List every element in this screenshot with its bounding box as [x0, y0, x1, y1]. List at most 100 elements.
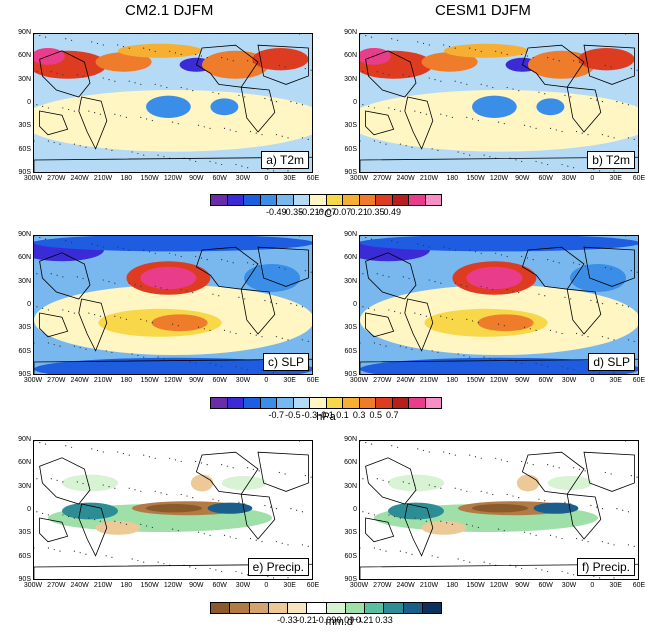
significance-stipple	[434, 79, 436, 81]
significance-stipple	[114, 487, 116, 489]
significance-stipple	[480, 50, 482, 52]
anomaly-contour	[146, 95, 191, 118]
significance-stipple	[362, 478, 364, 480]
anomaly-contour	[578, 48, 635, 71]
significance-stipple	[47, 107, 50, 109]
significance-stipple	[226, 465, 229, 467]
significance-stipple	[301, 306, 304, 308]
colorbar-cell	[376, 195, 393, 205]
lat-tick-label: 60N	[18, 459, 31, 467]
significance-stipple	[157, 561, 159, 563]
significance-stipple	[610, 268, 612, 270]
significance-stipple	[53, 141, 55, 144]
significance-stipple	[440, 315, 442, 317]
panel-label: e) Precip.	[247, 558, 309, 576]
significance-stipple	[360, 342, 361, 344]
significance-stipple	[547, 258, 549, 261]
significance-stipple	[235, 537, 237, 540]
colorbar-tick-label: 0.07	[333, 207, 352, 217]
significance-stipple	[622, 304, 624, 306]
significance-stipple	[59, 550, 61, 552]
significance-stipple	[76, 481, 78, 483]
significance-stipple	[221, 56, 223, 59]
lat-tick-label: 30N	[344, 277, 357, 285]
significance-stipple	[301, 544, 304, 546]
significance-stipple	[252, 61, 254, 63]
significance-stipple	[587, 134, 589, 136]
anomaly-contour	[140, 266, 197, 290]
lon-tick-label: 180	[120, 175, 133, 182]
lon-tick-label: 300W	[349, 377, 369, 384]
significance-stipple	[189, 566, 191, 568]
lon-tick-label: 150W	[140, 582, 159, 589]
significance-stipple	[627, 511, 630, 513]
significance-stipple	[99, 520, 101, 522]
significance-stipple	[425, 113, 427, 115]
significance-stipple	[405, 145, 407, 147]
coastline	[34, 563, 312, 579]
significance-stipple	[598, 170, 601, 172]
significance-stipple	[440, 282, 442, 284]
significance-stipple	[195, 53, 197, 56]
significance-stipple	[581, 539, 583, 541]
significance-stipple	[575, 130, 578, 133]
significance-stipple	[610, 473, 612, 475]
significance-stipple	[399, 312, 402, 314]
lon-tick-label: 0	[590, 175, 595, 182]
significance-stipple	[535, 127, 537, 129]
colorbar-cell	[227, 398, 244, 408]
significance-stipple	[197, 531, 200, 533]
significance-stipple	[425, 315, 427, 317]
significance-stipple	[391, 240, 393, 242]
lat-tick-label: 60S	[18, 347, 31, 355]
lat-tick-label: 90S	[344, 371, 357, 378]
lat-tick-label: 90N	[344, 436, 357, 443]
significance-stipple	[255, 539, 257, 541]
significance-stipple	[437, 351, 439, 354]
colorbar-cell	[376, 398, 393, 408]
significance-stipple	[73, 517, 76, 519]
significance-stipple	[365, 441, 367, 444]
significance-stipple	[310, 69, 312, 71]
anomaly-contour	[95, 520, 141, 535]
significance-stipple	[503, 325, 505, 327]
significance-stipple	[177, 530, 179, 532]
significance-stipple	[619, 578, 621, 579]
significance-stipple	[515, 361, 517, 363]
significance-stipple	[56, 274, 58, 276]
significance-stipple	[96, 244, 99, 247]
anomaly-contour	[207, 502, 253, 514]
significance-stipple	[218, 93, 220, 95]
lat-tick-label: 60S	[18, 145, 31, 153]
significance-stipple	[73, 312, 76, 314]
significance-stipple	[143, 154, 145, 156]
anomaly-contour	[146, 504, 202, 513]
significance-stipple	[417, 41, 419, 43]
significance-stipple	[512, 495, 514, 497]
significance-stipple	[469, 47, 471, 49]
significance-stipple	[85, 146, 87, 148]
significance-stipple	[613, 339, 615, 341]
significance-stipple	[578, 61, 580, 63]
significance-stipple	[298, 34, 301, 35]
significance-stipple	[215, 569, 217, 571]
significance-stipple	[122, 45, 125, 48]
colorbar-slp	[210, 397, 442, 409]
lat-tick-label: 30S	[344, 324, 357, 332]
significance-stipple	[281, 337, 283, 339]
coastline	[404, 96, 434, 150]
lon-tick-label: 30E	[609, 582, 622, 589]
significance-stipple	[616, 303, 618, 305]
significance-stipple	[362, 71, 364, 73]
colorbar-cell	[260, 398, 277, 408]
significance-stipple	[203, 328, 205, 330]
significance-stipple	[34, 547, 35, 549]
significance-stipple	[428, 246, 430, 248]
significance-stipple	[492, 86, 494, 89]
significance-stipple	[437, 556, 439, 559]
significance-stipple	[535, 362, 537, 365]
lon-tick-label: 30E	[283, 582, 296, 589]
colorbar-unit-t2m: °C	[319, 208, 333, 220]
significance-stipple	[368, 307, 370, 309]
colorbar-tick-label: -0.1	[318, 410, 334, 420]
